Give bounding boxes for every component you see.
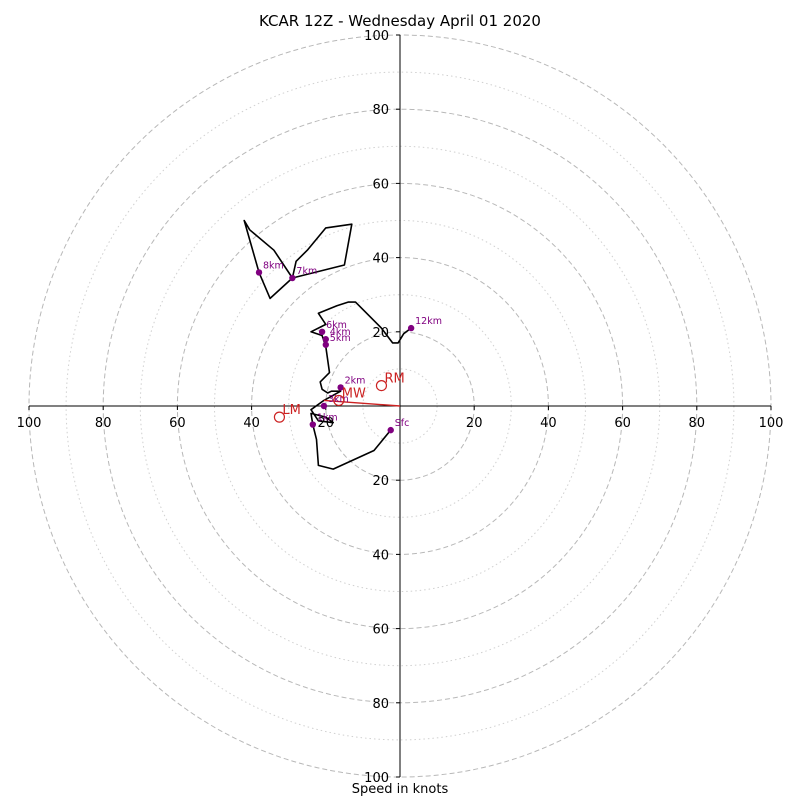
height-label-6km: 6km (326, 320, 347, 331)
y-tick-label-up-60: 60 (372, 177, 389, 192)
height-marker-1km (309, 421, 317, 428)
storm-motion-marker-mw (333, 394, 345, 407)
storm-motion-label-lm: LM (282, 403, 300, 418)
x-tick-label-right-100: 100 (759, 416, 784, 431)
height-label-12km: 12km (415, 316, 442, 327)
height-label-7km: 7km (296, 266, 317, 277)
storm-motion-marker-rm (375, 379, 388, 392)
height-marker-6km (318, 328, 326, 335)
x-tick-label-right-80: 80 (689, 416, 706, 431)
x-tick-label-left-60: 60 (169, 416, 186, 431)
height-label-2km: 2km (345, 375, 366, 386)
storm-motion-marker-lm (273, 411, 286, 423)
y-tick-label-down-20: 20 (372, 474, 389, 489)
storm-motion-label-mw: MW (342, 386, 366, 401)
storm-motion-label-rm: RM (384, 372, 404, 387)
height-marker-sfc (387, 426, 394, 434)
x-tick-label-right-60: 60 (614, 416, 631, 431)
height-label-3km: 3km (328, 394, 349, 405)
x-tick-label-left-100: 100 (17, 416, 42, 431)
height-marker-5km (322, 341, 329, 348)
height-label-1km: 1km (317, 413, 338, 424)
y-tick-label-up-20: 20 (372, 326, 389, 341)
height-label-5km: 5km (330, 333, 351, 344)
height-marker-2km (337, 384, 344, 391)
height-marker-8km (255, 269, 263, 276)
height-marker-4km (322, 336, 329, 343)
height-label-8km: 8km (263, 260, 284, 271)
x-tick-label-left-40: 40 (243, 416, 260, 431)
height-marker-7km (289, 274, 296, 282)
height-marker-12km (407, 324, 415, 332)
y-tick-label-down-60: 60 (372, 623, 389, 638)
x-tick-label-left-80: 80 (95, 416, 112, 431)
y-tick-label-up-40: 40 (372, 252, 389, 267)
y-tick-label-up-80: 80 (372, 103, 389, 118)
y-tick-label-down-40: 40 (372, 548, 389, 563)
x-axis-label: Speed in knots (351, 782, 449, 797)
chart-title: KCAR 12Z - Wednesday April 01 2020 (259, 12, 541, 30)
height-marker-3km (320, 402, 328, 410)
y-tick-label-down-100: 100 (364, 771, 389, 786)
mean-wind-vector (323, 399, 401, 407)
y-tick-label-down-80: 80 (372, 697, 389, 712)
y-tick-label-up-100: 100 (364, 29, 389, 44)
x-tick-label-right-20: 20 (466, 416, 483, 431)
tick-labels: 2020202040404040606060608080808010010010… (17, 29, 784, 786)
x-tick-label-right-40: 40 (540, 416, 557, 431)
height-label-sfc: Sfc (395, 418, 410, 429)
storm-motion-markers: RM LM MW (273, 372, 405, 423)
height-label-4km: 4km (330, 327, 351, 338)
